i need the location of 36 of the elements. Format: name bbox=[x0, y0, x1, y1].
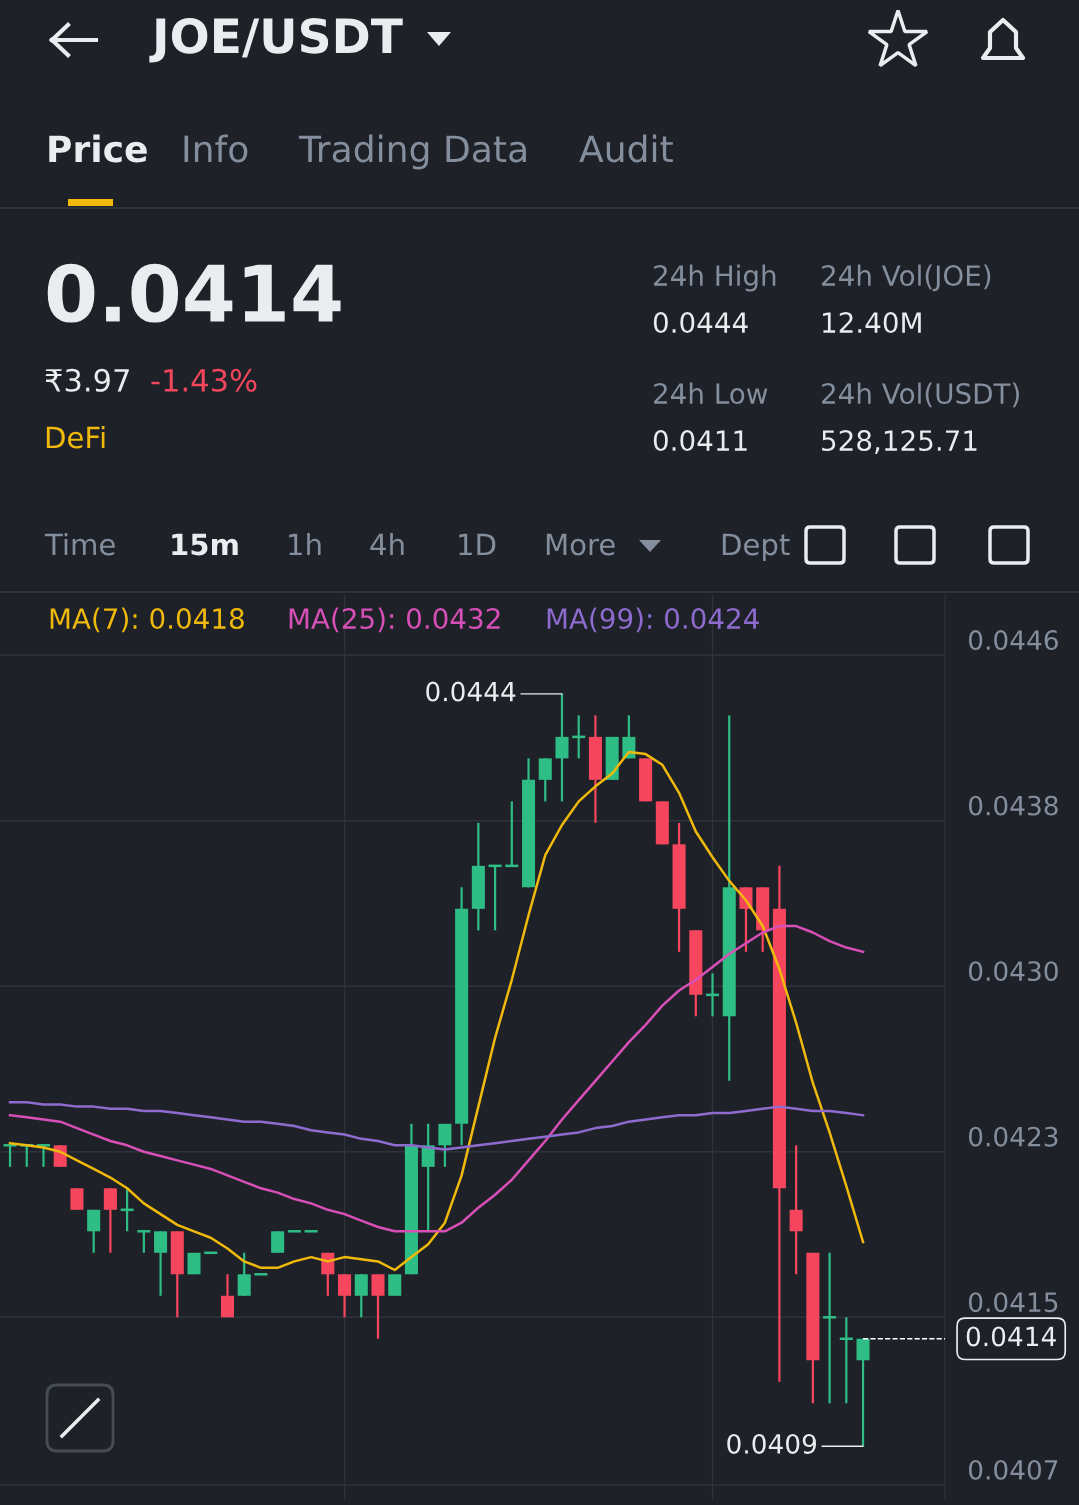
text: Info bbox=[184, 134, 248, 163]
y-tick-label: 0.0423 bbox=[968, 1126, 1058, 1147]
text: 24h Vol(JOE) bbox=[822, 264, 991, 292]
text: 1h bbox=[289, 532, 321, 556]
text: ₹3.97 bbox=[45, 368, 129, 392]
y-tick-label: 0.0430 bbox=[968, 961, 1058, 982]
text: 24h High bbox=[654, 264, 776, 292]
text: MA(99): 0.0424 bbox=[547, 607, 759, 633]
y-tick-label: 0.0407 bbox=[968, 1459, 1058, 1480]
text: MA(7): 0.0418 bbox=[50, 607, 244, 633]
text: MA(25): 0.0432 bbox=[289, 607, 500, 633]
text: 12.40M bbox=[823, 312, 921, 334]
y-tick-label: 0.0446 bbox=[968, 630, 1058, 651]
text: 0.0411 bbox=[653, 430, 747, 452]
text: Dept bbox=[722, 533, 790, 562]
text: Time bbox=[44, 532, 115, 556]
y-tick-label: 0.0415 bbox=[968, 1292, 1058, 1313]
chart-title: JOE/USDT bbox=[149, 17, 403, 63]
text: Price bbox=[49, 134, 147, 163]
text: 0.0444 bbox=[653, 312, 748, 334]
text: 24h Low bbox=[654, 382, 768, 405]
text: Audit bbox=[579, 134, 673, 163]
text: More bbox=[546, 533, 615, 556]
ref-line-label: 0.0414 bbox=[966, 1326, 1056, 1347]
text: Trading Data bbox=[298, 134, 526, 170]
text: 24h Vol(USDT) bbox=[822, 382, 1019, 408]
text: DeFi bbox=[46, 425, 105, 449]
text: -1.43% bbox=[151, 368, 257, 392]
y-tick-label: 0.0438 bbox=[968, 795, 1058, 816]
annotation: 0.0444 bbox=[426, 681, 516, 702]
text: 0.0414 bbox=[47, 263, 341, 323]
text: 1D bbox=[459, 533, 496, 556]
text: 528,125.71 bbox=[822, 430, 977, 454]
text: 15m bbox=[172, 533, 238, 556]
annotation: 0.0409 bbox=[727, 1433, 817, 1454]
text: 4h bbox=[370, 532, 404, 556]
